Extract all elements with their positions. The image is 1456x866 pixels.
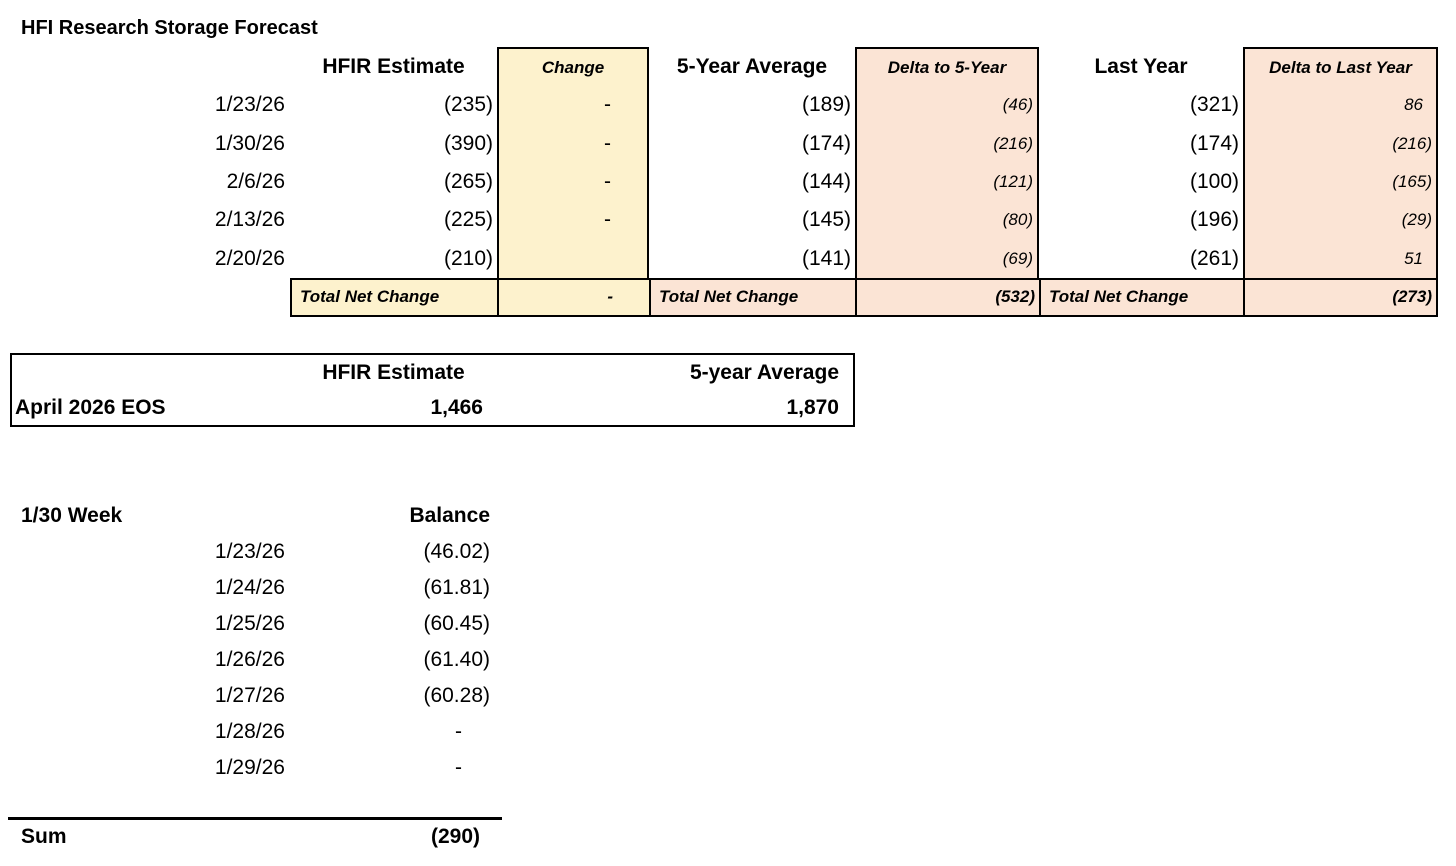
delta-last-cell: 86: [1243, 86, 1438, 125]
estimate-cell: (390): [443, 131, 493, 155]
balance-header: Balance: [409, 504, 490, 527]
total-net-change-label: Total Net Change: [649, 277, 855, 317]
balance-cell: (61.81): [423, 576, 490, 599]
last-year-cell: (174): [1189, 131, 1239, 155]
delta-five-cell: (69): [855, 239, 1039, 278]
date-cell: 1/25/26: [214, 612, 285, 635]
last-year-cell: (321): [1189, 93, 1239, 117]
five-year-cell: (145): [801, 208, 851, 232]
page-title: HFI Research Storage Forecast: [21, 17, 318, 39]
week-title: 1/30 Week: [21, 504, 123, 527]
date-cell: 1/23/26: [214, 540, 285, 563]
change-cell: -: [497, 162, 649, 202]
date-cell: 2/6/26: [226, 169, 285, 193]
eos-header-hfir-estimate: HFIR Estimate: [322, 360, 465, 384]
col-header-last-year: Last Year: [1094, 54, 1188, 78]
change-cell: -: [497, 86, 649, 125]
col-header-delta-to-5-year: Delta to 5-Year: [855, 47, 1039, 86]
col-header-delta-to-last-year: Delta to Last Year: [1243, 47, 1438, 86]
delta-last-cell: (165): [1243, 162, 1438, 202]
balance-cell: -: [455, 720, 462, 743]
date-cell: 2/13/26: [214, 208, 285, 232]
balance-cell: (60.28): [423, 684, 490, 707]
col-header-five-year-average: 5-Year Average: [676, 54, 828, 78]
col-header-change: Change: [497, 47, 649, 86]
total-net-change-label: Total Net Change: [290, 277, 497, 317]
estimate-cell: (235): [443, 93, 493, 117]
sum-divider-line: [8, 817, 502, 820]
sum-label: Sum: [21, 825, 67, 848]
date-cell: 1/24/26: [214, 576, 285, 599]
date-cell: 1/27/26: [214, 684, 285, 707]
spacer-cell: [0, 47, 290, 86]
eos-five-year-value: 1,870: [786, 395, 839, 419]
forecast-table: HFIR Estimate Change 5-Year Average Delt…: [0, 47, 1438, 317]
delta-last-cell: 51: [1243, 239, 1438, 278]
eos-row-label: April 2026 EOS: [15, 395, 166, 419]
eos-header-five-year-average: 5-year Average: [689, 360, 839, 384]
estimate-cell: (210): [443, 246, 493, 270]
delta-five-cell: (46): [855, 86, 1039, 125]
date-cell: 2/20/26: [214, 246, 285, 270]
delta-last-cell: (216): [1243, 124, 1438, 163]
balance-cell: -: [455, 756, 462, 779]
balance-cell: (60.45): [423, 612, 490, 635]
sum-value: (290): [430, 825, 480, 848]
balance-cell: (61.40): [423, 648, 490, 671]
date-cell: 1/30/26: [214, 131, 285, 155]
last-year-cell: (261): [1189, 246, 1239, 270]
five-year-cell: (174): [801, 131, 851, 155]
estimate-cell: (265): [443, 169, 493, 193]
change-cell: -: [497, 201, 649, 240]
sum-row: Sum (290): [0, 820, 502, 854]
delta-last-cell: (29): [1243, 201, 1438, 240]
col-header-hfir-estimate: HFIR Estimate: [322, 54, 465, 78]
week-balance-table: 1/30 Week Balance 1/23/26 (46.02) 1/24/2…: [0, 498, 502, 786]
date-cell: 1/23/26: [214, 93, 285, 117]
last-year-cell: (100): [1189, 169, 1239, 193]
date-cell: 1/28/26: [214, 720, 285, 743]
five-year-cell: (189): [801, 93, 851, 117]
spacer-cell: [0, 278, 290, 317]
last-year-cell: (196): [1189, 208, 1239, 232]
delta-five-cell: (80): [855, 201, 1039, 240]
change-cell: -: [497, 124, 649, 163]
eos-table: HFIR Estimate 5-year Average April 2026 …: [10, 353, 855, 427]
total-net-change-label: Total Net Change: [1039, 277, 1243, 317]
delta-five-cell: (216): [855, 124, 1039, 163]
spacer-cell: [12, 355, 290, 390]
delta-five-cell: (121): [855, 162, 1039, 202]
estimate-cell: (225): [443, 208, 493, 232]
total-change-value: -: [497, 277, 649, 317]
date-cell: 1/29/26: [214, 756, 285, 779]
five-year-cell: (144): [801, 169, 851, 193]
date-cell: 1/26/26: [214, 648, 285, 671]
balance-cell: (46.02): [423, 540, 490, 563]
total-delta-five-value: (532): [855, 277, 1039, 317]
total-delta-last-value: (273): [1243, 277, 1438, 317]
eos-estimate-value: 1,466: [430, 395, 483, 419]
change-cell: [497, 239, 649, 278]
five-year-cell: (141): [801, 246, 851, 270]
